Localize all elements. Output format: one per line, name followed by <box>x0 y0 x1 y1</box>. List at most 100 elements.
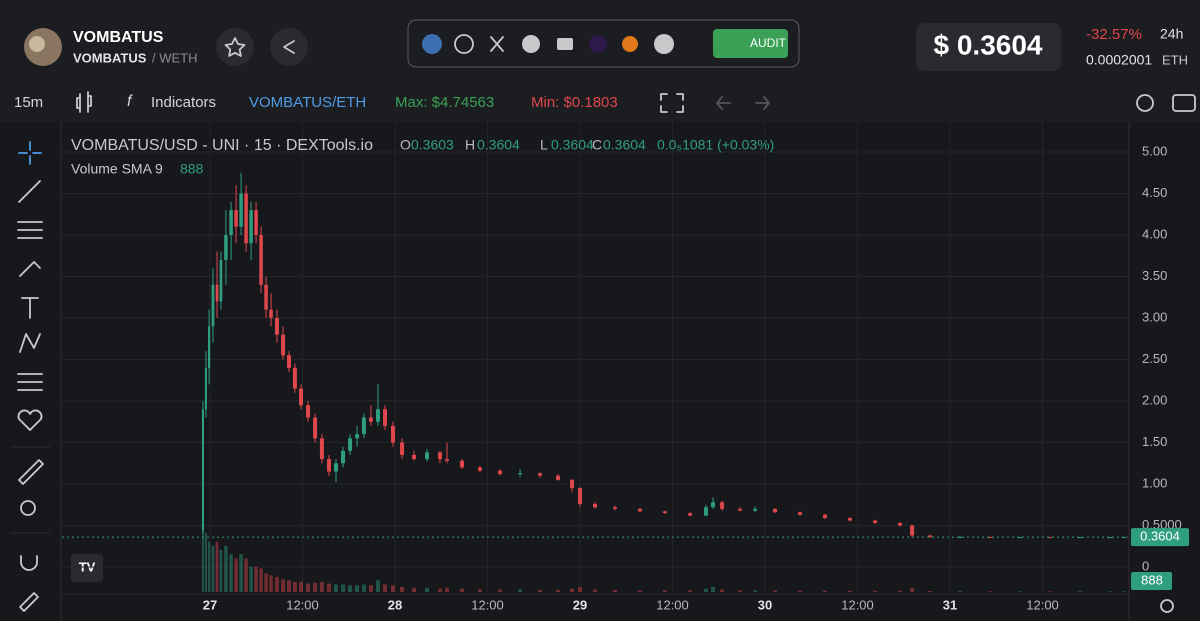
website-icon[interactable] <box>454 34 474 54</box>
zoom-tool[interactable] <box>20 500 36 516</box>
undo-redo-icons <box>716 96 770 110</box>
volume-bar <box>204 533 207 592</box>
magnet-tool[interactable] <box>20 555 38 571</box>
pattern-tool[interactable] <box>19 333 41 353</box>
favorites-tool[interactable] <box>17 409 43 431</box>
volume-bar <box>292 581 297 592</box>
volume-bar <box>822 590 827 592</box>
pair-quote: / WETH <box>152 50 198 65</box>
volume-bar <box>239 554 243 592</box>
x-tick-label: 12:00 <box>1026 597 1059 612</box>
snapshot-icon[interactable] <box>1172 94 1196 112</box>
candle-body <box>229 210 233 235</box>
interval[interactable]: 15m <box>14 94 43 111</box>
ruler-tool[interactable] <box>18 459 44 485</box>
volume-bar <box>459 588 464 592</box>
favorite-button[interactable] <box>216 28 254 66</box>
candle-body <box>319 438 324 460</box>
candle-body <box>425 452 430 460</box>
trend-line-tool[interactable] <box>18 180 41 203</box>
candle-body <box>459 460 464 468</box>
volume-bar <box>249 566 253 592</box>
volume-bar <box>498 589 503 592</box>
telegram-icon[interactable] <box>522 35 540 53</box>
volume-bar <box>437 588 442 592</box>
share-button[interactable] <box>270 28 308 66</box>
volume-bar <box>361 584 366 592</box>
volume-bar <box>254 566 258 592</box>
fib-tool[interactable] <box>17 221 43 239</box>
candle-body <box>234 210 238 227</box>
fullscreen-icon[interactable] <box>660 93 684 113</box>
chart-type-icon[interactable] <box>76 91 92 113</box>
candle-body <box>264 284 268 310</box>
brush-tool[interactable] <box>19 261 41 277</box>
volume-bar <box>425 587 430 592</box>
candle-body <box>259 234 263 285</box>
min-price: Min: $0.1803 <box>531 94 618 111</box>
link-icon[interactable] <box>422 34 442 54</box>
volume-bar <box>444 587 449 592</box>
volume-bar <box>898 590 903 592</box>
ohlc-value: 0.3604 <box>603 137 646 153</box>
candle-body <box>306 405 311 418</box>
candle-body <box>412 454 417 460</box>
share-icon <box>283 40 295 54</box>
y-tick-label: 3.00 <box>1142 309 1167 324</box>
last-price-box <box>1131 528 1189 547</box>
volume-bar <box>711 586 716 592</box>
candle-body <box>753 508 758 511</box>
candle-body <box>444 459 449 461</box>
volume-bar <box>797 590 802 592</box>
settings-icon[interactable] <box>1136 94 1154 112</box>
candle-body <box>244 193 248 244</box>
volume-bar <box>773 590 778 592</box>
volume-bar <box>477 589 482 592</box>
candle-body <box>612 507 617 509</box>
avatar-detail <box>29 36 45 52</box>
candle-body <box>720 502 725 509</box>
prediction-tool[interactable] <box>17 373 43 391</box>
candle-body <box>281 334 286 356</box>
y-tick-label: 0 <box>1142 558 1149 573</box>
ohlc-label: L <box>540 137 548 153</box>
candle-body <box>688 513 693 516</box>
volume-bar <box>1048 591 1053 592</box>
candle-body <box>1078 537 1083 539</box>
candle-body <box>593 503 597 508</box>
ohlc-value: 0.3604 <box>551 137 594 153</box>
audit-button[interactable] <box>713 29 788 58</box>
mail-icon[interactable] <box>557 38 573 50</box>
candle-body <box>207 326 211 368</box>
more-icon[interactable] <box>654 34 674 54</box>
candle-body <box>958 536 963 538</box>
max-price: Max: $4.74563 <box>395 94 494 111</box>
axis-settings-icon[interactable] <box>1160 599 1174 613</box>
candle-body <box>201 409 205 530</box>
candle-body <box>1048 537 1053 539</box>
x-tick-label: 12:00 <box>841 597 874 612</box>
plot: 00.50001.001.502.002.503.003.504.004.505… <box>62 122 1189 612</box>
text-tool[interactable] <box>21 297 39 319</box>
volume-bar <box>229 554 233 592</box>
volume-bar <box>306 583 311 592</box>
pair-switch[interactable]: VOMBATUS/ETH <box>249 94 366 111</box>
candle-body <box>898 523 903 526</box>
x-icon[interactable] <box>490 36 504 52</box>
indicators[interactable]: Indicators <box>151 94 216 111</box>
candle-body <box>987 536 992 538</box>
eth-unit: ETH <box>1162 52 1188 67</box>
volume-bar <box>224 545 228 592</box>
star-icon <box>224 37 246 57</box>
volume-bar <box>704 588 709 592</box>
candle-body <box>738 508 743 511</box>
metamask-icon[interactable] <box>622 36 638 52</box>
volume-bar <box>299 581 304 592</box>
volume-bar <box>215 541 219 592</box>
tv-logo[interactable] <box>71 554 103 582</box>
dex-icon[interactable] <box>589 35 607 53</box>
lock-tool[interactable] <box>19 592 39 612</box>
crosshair-tool[interactable] <box>18 141 42 165</box>
volume-bar <box>1108 591 1113 592</box>
y-tick-label: 4.00 <box>1142 226 1167 241</box>
